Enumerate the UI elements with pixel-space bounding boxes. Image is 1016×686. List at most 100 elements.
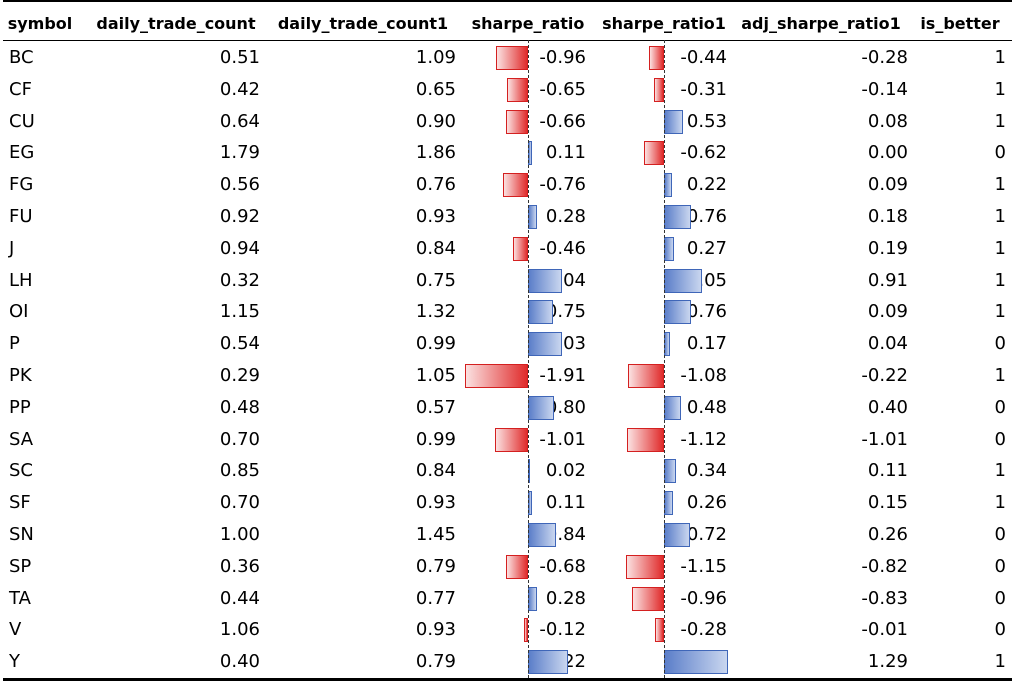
- table-row: FG 0.56 0.76 -0.76 0.22 0.09 1: [3, 169, 1012, 201]
- is-better-cell: 1: [994, 174, 1006, 196]
- daily-trade-count1-cell: 0.90: [415, 110, 456, 132]
- is-better-cell: 1: [994, 269, 1006, 291]
- sharpe-ratio1-cell: -0.96: [680, 587, 727, 609]
- is-better-cell: 0: [994, 555, 1006, 577]
- sharpe-ratio-cell: 0.11: [545, 142, 586, 164]
- table-row: Y 0.40 0.79 1.22 1.77 1.29 1: [3, 646, 1012, 678]
- adj-sharpe-ratio1-cell: -0.83: [861, 587, 908, 609]
- sharpe-ratio-cell: 0.11: [545, 492, 586, 514]
- is-better-cell: 0: [994, 396, 1006, 418]
- daily-trade-count-cell: 0.42: [219, 78, 260, 100]
- daily-trade-count-cell: 0.70: [219, 428, 260, 450]
- bottom-rule: [3, 678, 1012, 681]
- adj-sharpe-ratio1-cell: -0.22: [861, 365, 908, 386]
- symbol-cell: SP: [9, 555, 32, 577]
- symbol-cell: OI: [9, 301, 29, 323]
- is-better-cell: 1: [994, 110, 1006, 132]
- sharpe-ratio1-cell: 0.76: [686, 301, 727, 323]
- sharpe-ratio-cell: -0.76: [539, 174, 586, 196]
- table-row: EG 1.79 1.86 0.11 -0.62 0.00 0: [3, 137, 1012, 169]
- sharpe-ratio1-cell: -0.31: [680, 78, 727, 100]
- table-row: SP 0.36 0.79 -0.68 -1.15 -0.82 0: [3, 551, 1012, 583]
- daily-trade-count1-cell: 1.45: [415, 524, 456, 545]
- adj-sharpe-ratio1-cell: 0.19: [867, 237, 908, 259]
- daily-trade-count-cell: 0.85: [219, 460, 260, 482]
- table-row: CF 0.42 0.65 -0.65 -0.31 -0.14 1: [3, 74, 1012, 106]
- daily-trade-count1-cell: 0.75: [415, 269, 456, 291]
- sharpe-ratio-cell: 0.75: [545, 301, 586, 323]
- is-better-cell: 0: [994, 333, 1006, 355]
- sharpe-ratio1-cell: 0.26: [686, 492, 727, 514]
- daily-trade-count1-cell: 0.79: [415, 555, 456, 577]
- daily-trade-count1-cell: 0.57: [415, 396, 456, 418]
- daily-trade-count-cell: 0.54: [219, 333, 260, 355]
- daily-trade-count-cell: 0.36: [219, 555, 260, 577]
- sharpe-ratio-cell: -0.68: [539, 555, 586, 577]
- table-row: SC 0.85 0.84 0.02 0.34 0.11 1: [3, 455, 1012, 487]
- adj-sharpe-ratio1-cell: -0.28: [861, 47, 908, 68]
- is-better-cell: 1: [994, 206, 1006, 227]
- table-row: CU 0.64 0.90 -0.66 0.53 0.08 1: [3, 106, 1012, 138]
- sharpe-ratio-cell: 1.04: [545, 269, 586, 291]
- daily-trade-count1-cell: 0.93: [415, 619, 456, 641]
- sharpe-ratio-cell: 0.28: [545, 206, 586, 227]
- is-better-cell: 1: [994, 47, 1006, 68]
- is-better-cell: 1: [994, 492, 1006, 514]
- header-rule: [3, 40, 1012, 41]
- adj-sharpe-ratio1-cell: 0.11: [867, 460, 908, 482]
- symbol-cell: LH: [9, 269, 33, 291]
- symbol-cell: PP: [9, 396, 31, 418]
- top-rule: [3, 0, 1012, 2]
- data-table: symbol daily_trade_count daily_trade_cou…: [3, 0, 1012, 686]
- sharpe-ratio1-cell: 0.34: [686, 460, 727, 482]
- sharpe-ratio1-axis: [664, 40, 665, 678]
- is-better-cell: 0: [994, 587, 1006, 609]
- table-row: SA 0.70 0.99 -1.01 -1.12 -1.01 0: [3, 424, 1012, 456]
- daily-trade-count1-cell: 0.84: [415, 237, 456, 259]
- daily-trade-count-cell: 0.94: [219, 237, 260, 259]
- daily-trade-count-cell: 0.48: [219, 396, 260, 418]
- sharpe-ratio-cell: 0.80: [545, 396, 586, 418]
- sharpe-ratio1-cell: 1.05: [686, 269, 727, 291]
- sharpe-ratio-cell: -0.65: [539, 78, 586, 100]
- daily-trade-count-cell: 0.51: [219, 47, 260, 68]
- header-symbol: symbol: [7, 14, 73, 33]
- header-is-better: is_better: [920, 14, 1000, 33]
- daily-trade-count-cell: 0.32: [219, 269, 260, 291]
- header-daily-trade-count: daily_trade_count: [96, 14, 256, 33]
- adj-sharpe-ratio1-cell: 0.04: [867, 333, 908, 355]
- daily-trade-count-cell: 0.70: [219, 492, 260, 514]
- sharpe-ratio1-cell: -1.15: [680, 555, 727, 577]
- is-better-cell: 1: [994, 651, 1006, 673]
- sharpe-ratio-cell: -0.12: [539, 619, 586, 641]
- is-better-cell: 0: [994, 142, 1006, 164]
- sharpe-ratio-cell: -1.01: [539, 428, 586, 450]
- adj-sharpe-ratio1-cell: -0.82: [861, 555, 908, 577]
- sharpe-ratio-cell: -1.91: [539, 365, 586, 386]
- adj-sharpe-ratio1-cell: 0.08: [867, 110, 908, 132]
- daily-trade-count1-cell: 0.65: [415, 78, 456, 100]
- adj-sharpe-ratio1-cell: -0.14: [861, 78, 908, 100]
- daily-trade-count1-cell: 0.93: [415, 492, 456, 514]
- sharpe-ratio-cell: -0.46: [539, 237, 586, 259]
- sharpe-ratio1-cell: 0.17: [686, 333, 727, 355]
- adj-sharpe-ratio1-cell: 0.00: [867, 142, 908, 164]
- sharpe-ratio-cell: 0.84: [545, 524, 586, 545]
- table-row: PK 0.29 1.05 -1.91 -1.08 -0.22 1: [3, 360, 1012, 392]
- sharpe-ratio1-cell: 1.77: [686, 651, 727, 673]
- daily-trade-count1-cell: 0.93: [415, 206, 456, 227]
- daily-trade-count-cell: 1.15: [219, 301, 260, 323]
- adj-sharpe-ratio1-cell: -0.01: [861, 619, 908, 641]
- symbol-cell: Y: [9, 651, 20, 673]
- daily-trade-count-cell: 1.00: [219, 524, 260, 545]
- adj-sharpe-ratio1-cell: 0.09: [867, 301, 908, 323]
- is-better-cell: 1: [994, 460, 1006, 482]
- daily-trade-count1-cell: 1.05: [415, 365, 456, 386]
- sharpe-ratio1-cell: -1.12: [680, 428, 727, 450]
- sharpe-ratio1-cell: -0.28: [680, 619, 727, 641]
- adj-sharpe-ratio1-cell: 0.18: [867, 206, 908, 227]
- sharpe-ratio-cell: 0.28: [545, 587, 586, 609]
- symbol-cell: PK: [9, 365, 32, 386]
- daily-trade-count1-cell: 0.76: [415, 174, 456, 196]
- symbol-cell: EG: [9, 142, 35, 164]
